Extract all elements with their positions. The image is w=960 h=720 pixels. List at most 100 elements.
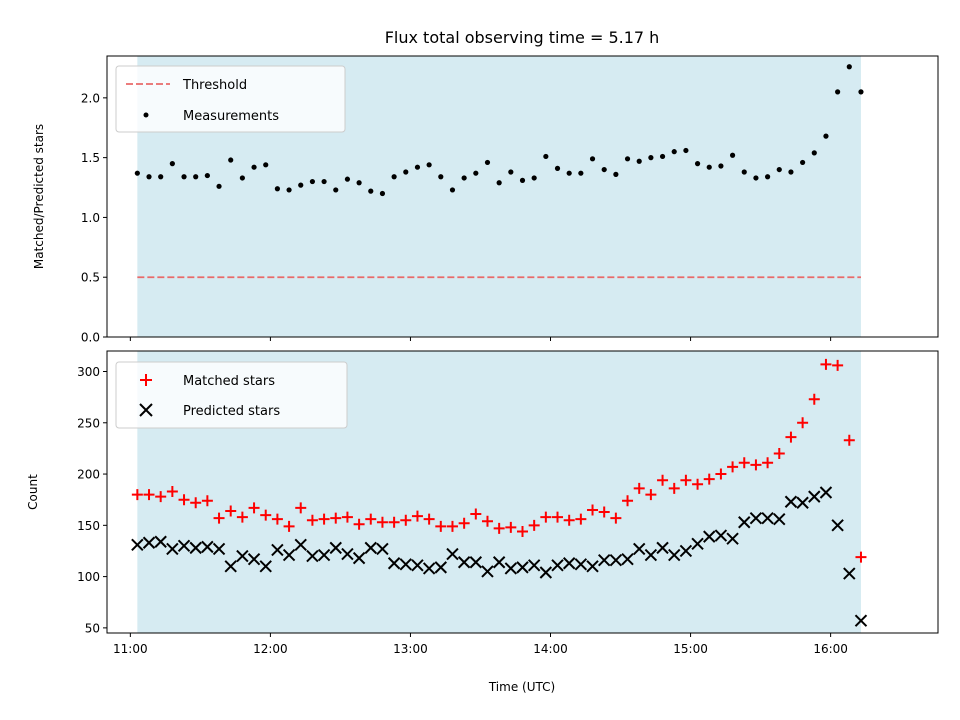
top-axes-frame (106, 55, 939, 338)
bottom-y-tick-label: 200 (77, 468, 100, 482)
matched-star-point (423, 513, 435, 525)
measurement-point (286, 187, 292, 193)
measurement-point (344, 176, 351, 182)
matched-legend-label: Matched stars (183, 374, 275, 389)
x-tick-label: 16:00 (813, 642, 848, 656)
predicted-star-point (679, 544, 693, 558)
predicted-star-point (761, 511, 774, 525)
predicted-star-point (808, 490, 821, 503)
measurement-point (298, 182, 304, 188)
measurement-point (379, 190, 386, 197)
matched-star-point (727, 461, 739, 473)
measurement-point (263, 162, 269, 168)
bottom-y-tick-label: 150 (77, 519, 100, 533)
top-x-ticks (129, 337, 832, 341)
top-axes: 0.00.51.01.52.0 Matched/Predicted stars … (32, 55, 939, 345)
measurement-point (251, 164, 257, 170)
measurement-point (368, 188, 374, 194)
measurement-point (496, 180, 502, 186)
measurement-point (788, 169, 794, 175)
measurement-point (134, 170, 140, 176)
predicted-star-point (854, 614, 868, 627)
predicted-star-point (131, 538, 144, 552)
top-y-tick-label: 1.5 (81, 151, 100, 165)
matched-star-point (762, 457, 774, 469)
measurement-point (403, 169, 409, 175)
matched-star-point (773, 448, 785, 460)
matched-star-point (155, 491, 167, 503)
measurement-point (858, 89, 864, 95)
measurement-point (356, 180, 362, 186)
top-y-tick-label: 0.0 (81, 331, 100, 345)
matched-star-point (260, 509, 272, 521)
predicted-star-point (668, 548, 681, 562)
predicted-star-point (738, 516, 751, 529)
matched-star-point (528, 519, 540, 531)
x-tick-label: 13:00 (393, 642, 428, 656)
matched-star-point (295, 502, 307, 514)
measurement-point (753, 175, 759, 181)
predicted-star-point (457, 556, 471, 569)
predicted-star-point (154, 535, 167, 548)
matched-star-point (166, 485, 178, 497)
matched-star-point (271, 513, 283, 525)
predicted-star-point (247, 552, 261, 566)
measurement-point (309, 178, 316, 185)
matched-star-point (143, 489, 155, 501)
top-y-tick-label: 1.0 (81, 211, 100, 225)
predicted-star-point (259, 560, 272, 573)
measurement-point (601, 166, 607, 173)
matched-star-point (201, 495, 213, 507)
matched-star-point (808, 393, 820, 405)
matched-star-point (400, 514, 412, 526)
measurement-point (694, 161, 701, 167)
measurement-point (158, 174, 164, 180)
measurement-point (414, 164, 421, 170)
matched-star-point (190, 497, 202, 509)
predicted-legend-label: Predicted stars (183, 404, 280, 419)
predicted-star-point (796, 496, 809, 509)
predicted-star-point (504, 562, 518, 575)
predicted-star-point (691, 537, 704, 550)
matched-star-point (645, 489, 657, 501)
measurement-point (578, 170, 584, 176)
predicted-star-point (352, 551, 366, 565)
measurement-point (519, 177, 526, 183)
predicted-star-point (574, 558, 588, 571)
measurement-point (274, 186, 281, 192)
matched-star-point (236, 511, 248, 523)
bottom-y-tick-label: 50 (85, 621, 100, 635)
matched-star-point (388, 516, 400, 528)
x-tick-label: 15:00 (673, 642, 708, 656)
predicted-star-point (411, 559, 424, 572)
predicted-star-point (819, 486, 833, 499)
predicted-star-point (422, 562, 436, 575)
matched-star-point (318, 513, 330, 525)
bottom-axes-frame (106, 350, 939, 634)
predicted-star-point (376, 542, 389, 556)
matched-star-point (657, 474, 669, 486)
measurement-point (438, 174, 444, 180)
measurement-point (181, 174, 187, 180)
matched-star-point (411, 510, 423, 522)
measurement-point (484, 159, 491, 166)
matched-star-point (330, 512, 342, 524)
measurement-point (613, 171, 619, 177)
chart-title: Flux total observing time = 5.17 h (385, 28, 660, 47)
measurement-point (169, 161, 175, 167)
matched-star-point (703, 473, 715, 485)
predicted-star-point (516, 561, 529, 574)
measurement-point (718, 163, 724, 169)
matched-star-point (341, 511, 353, 523)
predicted-star-point (621, 552, 634, 566)
bottom-y-axis-label: Count (26, 474, 40, 510)
predicted-star-point (166, 542, 179, 556)
predicted-star-point (364, 541, 377, 555)
bottom-y-tick-label: 300 (77, 365, 100, 379)
bottom-x-ticks: 11:00 12:00 13:00 14:00 15:00 16:00 (113, 633, 848, 656)
measurement-point (508, 169, 514, 175)
matched-star-point (505, 521, 517, 533)
measurement-point (531, 175, 537, 181)
predicted-star-point (282, 548, 296, 562)
measurement-point (554, 165, 561, 171)
